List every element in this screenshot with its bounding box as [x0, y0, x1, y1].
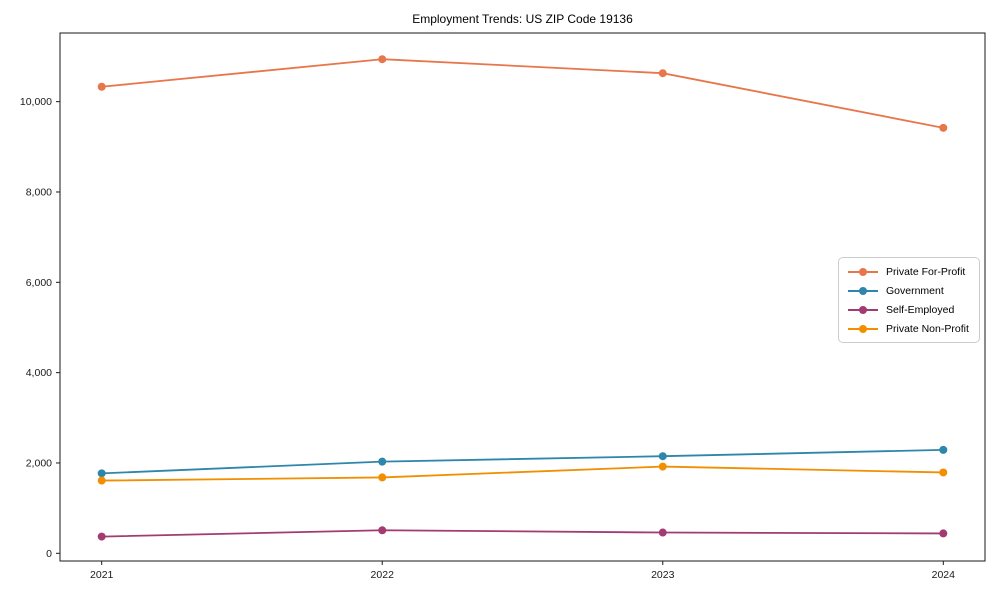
y-tick-label: 10,000 — [20, 96, 52, 108]
x-tick-label: 2021 — [90, 569, 114, 581]
legend-item-private-non-profit: Private Non-Profit — [839, 319, 979, 338]
data-point-private-for-profit-2021 — [97, 82, 106, 91]
legend-item-private-for-profit: Private For-Profit — [839, 262, 979, 281]
data-point-government-2022 — [378, 457, 387, 466]
legend: Private For-Profit Government Self-Employe… — [838, 257, 980, 343]
legend-item-government: Government — [839, 281, 979, 300]
data-point-government-2023 — [658, 452, 667, 461]
legend-line-marker-icon — [848, 286, 878, 296]
x-tick-label: 2023 — [651, 569, 675, 581]
legend-line-marker-icon — [848, 324, 878, 334]
plot-border — [59, 32, 986, 562]
series-line-private-for-profit — [101, 58, 944, 129]
data-point-private-for-profit-2023 — [658, 69, 667, 78]
legend-line-marker-icon — [848, 305, 878, 315]
chart-title: Employment Trends: US ZIP Code 19136 — [412, 12, 633, 26]
series-line-self-employed — [101, 529, 944, 538]
data-point-self-employed-2024 — [939, 529, 948, 538]
legend-item-self-employed: Self-Employed — [839, 300, 979, 319]
y-tick-label: 0 — [46, 548, 52, 560]
legend-label: Government — [886, 284, 944, 297]
legend-line-marker-icon — [848, 267, 878, 277]
y-tick-label: 4,000 — [26, 367, 52, 379]
data-point-private-non-profit-2023 — [658, 462, 667, 471]
x-tick-label: 2024 — [932, 569, 956, 581]
data-point-private-for-profit-2024 — [939, 123, 948, 132]
legend-label: Private For-Profit — [886, 265, 966, 278]
data-point-private-non-profit-2022 — [378, 473, 387, 482]
legend-label: Self-Employed — [886, 303, 955, 316]
data-point-self-employed-2023 — [658, 528, 667, 537]
y-tick-label: 8,000 — [26, 186, 52, 198]
data-point-private-non-profit-2021 — [97, 476, 106, 485]
data-point-private-for-profit-2022 — [378, 55, 387, 64]
x-tick-label: 2022 — [371, 569, 395, 581]
series-line-private-non-profit — [101, 465, 944, 482]
data-point-self-employed-2022 — [378, 526, 387, 535]
data-point-self-employed-2021 — [97, 532, 106, 541]
series-line-government — [101, 448, 944, 475]
data-point-government-2024 — [939, 445, 948, 454]
data-point-private-non-profit-2024 — [939, 468, 948, 477]
y-tick-label: 2,000 — [26, 457, 52, 469]
data-point-government-2021 — [97, 469, 106, 478]
legend-label: Private Non-Profit — [886, 322, 969, 335]
y-tick-label: 6,000 — [26, 277, 52, 289]
